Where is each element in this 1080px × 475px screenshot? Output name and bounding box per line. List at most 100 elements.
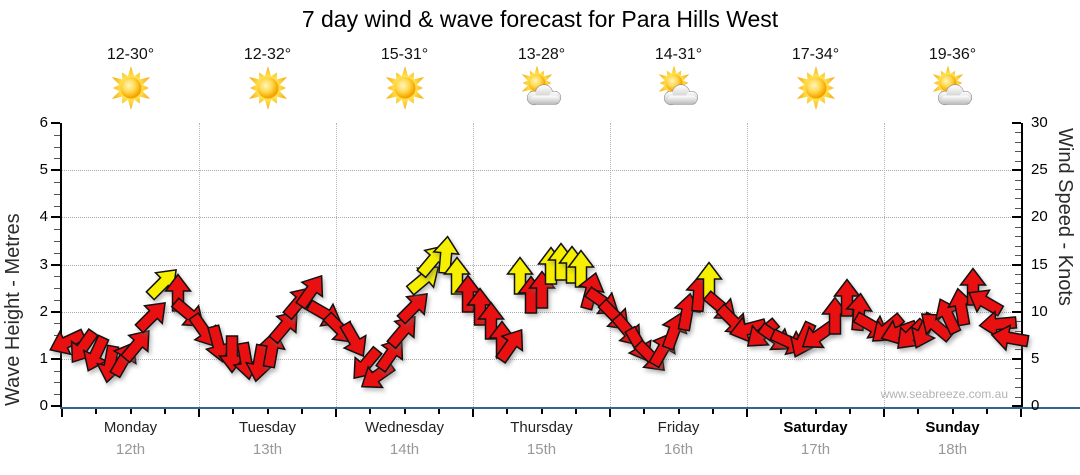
day-date-label: 17th: [800, 441, 831, 458]
vertical-gridline: [199, 123, 200, 407]
right-axis-tick-label: 10: [1031, 302, 1048, 320]
left-axis-major-tick: [51, 357, 60, 360]
right-axis-minor-tick: [1015, 396, 1021, 398]
day-date-label: 16th: [663, 441, 694, 458]
left-axis-tick-label: 4: [39, 208, 48, 226]
right-axis-tick-label: 15: [1031, 255, 1048, 273]
left-axis-tick-label: 3: [39, 255, 48, 273]
bottom-axis-tick: [540, 409, 543, 414]
day-temperature: 13-28°: [517, 46, 566, 63]
sun-cloud-icon: [658, 65, 698, 106]
right-axis-major-tick: [1012, 310, 1021, 313]
right-axis-minor-tick: [1015, 283, 1021, 285]
bottom-axis-tick: [300, 409, 303, 414]
day-temperature: 19-36°: [928, 46, 977, 63]
right-axis-minor-tick: [1015, 255, 1021, 257]
weather-icon: [792, 64, 840, 112]
day-date-label: 13th: [252, 441, 283, 458]
left-axis-major-tick: [51, 263, 60, 266]
bottom-axis-tick: [198, 409, 200, 417]
bottom-axis-tick: [95, 409, 98, 414]
left-axis-minor-tick: [54, 323, 60, 325]
weather-icon: [518, 64, 566, 112]
weather-icon: [655, 64, 703, 112]
right-axis-minor-tick: [1015, 245, 1021, 247]
sun-cloud-icon: [521, 65, 561, 106]
bottom-axis-tick: [472, 409, 474, 417]
left-axis-minor-tick: [54, 276, 60, 278]
right-axis-minor-tick: [1015, 198, 1021, 200]
right-axis-major-tick: [1012, 263, 1021, 266]
bottom-axis-tick: [985, 409, 988, 414]
day-date-label: 18th: [937, 441, 968, 458]
day-date-label: 15th: [526, 441, 557, 458]
sun-icon: [796, 66, 835, 110]
right-axis-minor-tick: [1015, 349, 1021, 351]
right-axis-minor-tick: [1015, 160, 1021, 162]
right-axis-minor-tick: [1015, 151, 1021, 153]
day-name-label: Thursday: [510, 419, 573, 436]
day-name-label: Saturday: [783, 419, 848, 436]
right-axis-minor-tick: [1015, 330, 1021, 332]
right-axis-minor-tick: [1015, 189, 1021, 191]
bottom-axis-tick: [335, 409, 337, 417]
bottom-axis-tick: [1020, 409, 1022, 417]
left-axis-minor-tick: [54, 382, 60, 384]
right-axis-minor-tick: [1015, 226, 1021, 228]
bottom-axis-tick: [814, 409, 817, 414]
right-axis-minor-tick: [1015, 321, 1021, 323]
left-axis-minor-tick: [54, 181, 60, 183]
left-axis-minor-tick: [54, 240, 60, 242]
bottom-axis-tick: [643, 409, 646, 414]
horizontal-gridline: [62, 170, 1021, 172]
right-axis-major-tick: [1012, 122, 1021, 124]
weather-icon: [929, 64, 977, 112]
left-axis-major-tick: [51, 405, 60, 407]
right-axis-major-tick: [1012, 357, 1021, 360]
bottom-axis-tick: [437, 409, 440, 414]
right-axis-tick-label: 0: [1031, 397, 1040, 414]
day-temperature: 15-31°: [380, 46, 429, 63]
sun-icon: [248, 66, 287, 110]
right-axis-major-tick: [1012, 216, 1021, 219]
left-axis-minor-tick: [54, 229, 60, 231]
right-axis-minor-tick: [1015, 292, 1021, 294]
left-axis-tick-label: 1: [39, 349, 48, 367]
day-date-label: 14th: [389, 441, 420, 458]
right-axis-minor-tick: [1015, 368, 1021, 370]
bottom-axis-tick: [780, 409, 783, 414]
left-axis-major-tick: [51, 169, 60, 172]
bottom-axis-tick: [129, 409, 132, 414]
right-axis-minor-tick: [1015, 377, 1021, 379]
right-axis-minor-tick: [1015, 236, 1021, 238]
horizontal-gridline: [62, 311, 1021, 313]
bottom-axis-tick: [917, 409, 920, 414]
bottom-axis-tick: [506, 409, 509, 414]
right-axis-major-tick: [1012, 169, 1021, 172]
day-name-label: Tuesday: [239, 419, 296, 436]
right-axis-major-tick: [1012, 405, 1021, 407]
bottom-axis-tick: [403, 409, 406, 414]
left-axis-tick-label: 5: [39, 161, 48, 179]
right-axis-tick-label: 25: [1031, 161, 1048, 179]
right-axis-minor-tick: [1015, 141, 1021, 143]
left-axis-minor-tick: [54, 288, 60, 290]
left-axis-minor-tick: [54, 205, 60, 207]
vertical-gridline: [610, 123, 611, 407]
day-name-label: Friday: [657, 419, 700, 436]
bottom-axis-tick: [266, 409, 269, 414]
day-temperature: 12-32°: [243, 46, 292, 63]
left-axis-minor-tick: [54, 335, 60, 337]
weather-icon: [381, 64, 429, 112]
right-axis-minor-tick: [1015, 207, 1021, 209]
right-axis-minor-tick: [1015, 132, 1021, 134]
vertical-gridline: [884, 123, 885, 407]
seabreeze-watermark: www.seabreeze.com.au: [880, 387, 1008, 401]
horizontal-gridline: [62, 217, 1021, 219]
day-name-label: Sunday: [925, 419, 980, 436]
left-axis-minor-tick: [54, 394, 60, 396]
right-axis-minor-tick: [1015, 179, 1021, 181]
right-axis-minor-tick: [1015, 387, 1021, 389]
horizontal-gridline: [62, 264, 1021, 266]
page-title: 7 day wind & wave forecast for Para Hill…: [301, 6, 779, 32]
